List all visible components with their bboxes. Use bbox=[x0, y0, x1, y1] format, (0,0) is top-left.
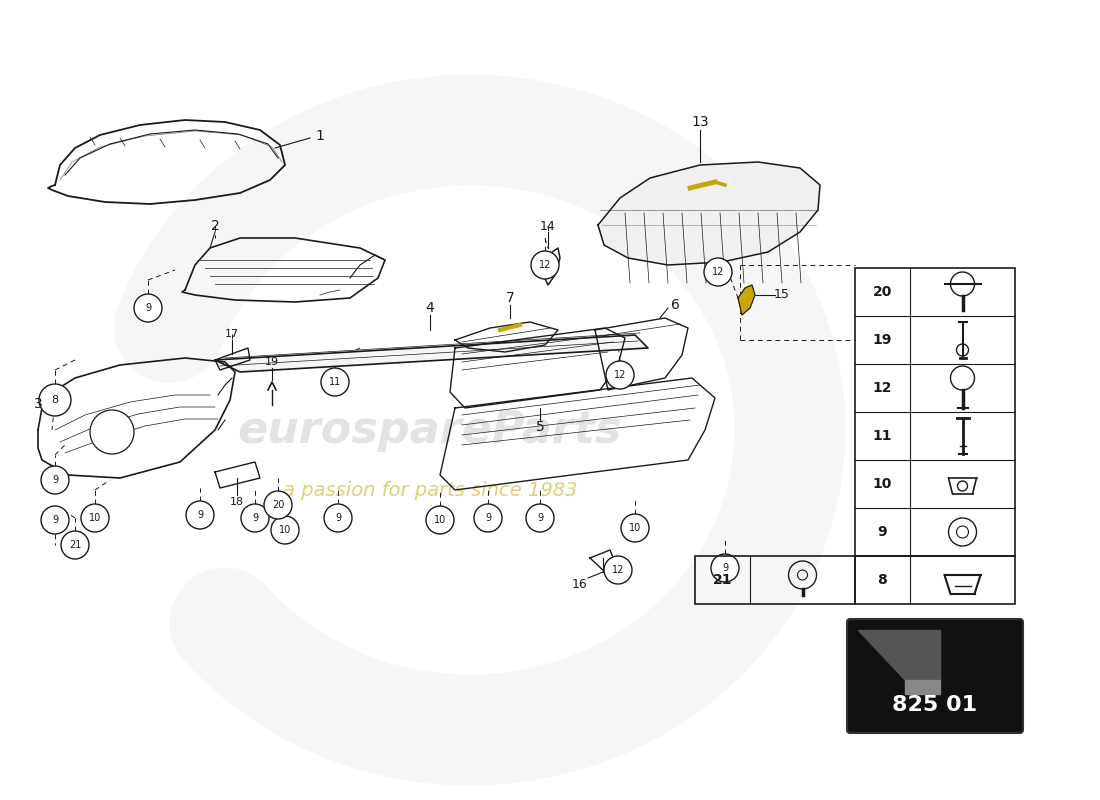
Text: 9: 9 bbox=[537, 513, 543, 523]
Text: 18: 18 bbox=[230, 497, 244, 507]
Text: 12: 12 bbox=[614, 370, 626, 380]
Text: 15: 15 bbox=[774, 289, 790, 302]
Circle shape bbox=[264, 491, 292, 519]
Text: 9: 9 bbox=[334, 513, 341, 523]
Text: 20: 20 bbox=[272, 500, 284, 510]
Text: 19: 19 bbox=[872, 333, 892, 347]
Circle shape bbox=[241, 504, 270, 532]
Circle shape bbox=[41, 466, 69, 494]
Text: 10: 10 bbox=[433, 515, 447, 525]
Bar bbox=[695, 556, 855, 604]
FancyBboxPatch shape bbox=[847, 619, 1023, 733]
Circle shape bbox=[186, 501, 214, 529]
Text: 9: 9 bbox=[52, 515, 58, 525]
Text: 5: 5 bbox=[536, 420, 544, 434]
Text: 9: 9 bbox=[878, 525, 888, 539]
Text: 8: 8 bbox=[878, 573, 888, 587]
Circle shape bbox=[526, 504, 554, 532]
Circle shape bbox=[704, 258, 732, 286]
Polygon shape bbox=[858, 630, 940, 680]
Circle shape bbox=[426, 506, 454, 534]
Text: 7: 7 bbox=[506, 291, 515, 305]
Text: 8: 8 bbox=[52, 395, 58, 405]
Text: 4: 4 bbox=[426, 301, 434, 315]
Circle shape bbox=[60, 531, 89, 559]
Text: 1: 1 bbox=[316, 129, 324, 143]
Polygon shape bbox=[214, 335, 648, 372]
Circle shape bbox=[321, 368, 349, 396]
Text: 10: 10 bbox=[629, 523, 641, 533]
Text: 10: 10 bbox=[279, 525, 292, 535]
Text: 12: 12 bbox=[872, 381, 892, 395]
Text: 12: 12 bbox=[712, 267, 724, 277]
Text: 9: 9 bbox=[197, 510, 204, 520]
Circle shape bbox=[531, 251, 559, 279]
Text: 11: 11 bbox=[872, 429, 892, 443]
Text: 6: 6 bbox=[671, 298, 680, 312]
Text: 9: 9 bbox=[485, 513, 491, 523]
Text: 16: 16 bbox=[572, 578, 587, 591]
Circle shape bbox=[134, 294, 162, 322]
Polygon shape bbox=[738, 285, 755, 315]
Text: 11: 11 bbox=[329, 377, 341, 387]
Circle shape bbox=[711, 554, 739, 582]
Bar bbox=[855, 268, 1015, 556]
Polygon shape bbox=[905, 680, 940, 694]
Text: 14: 14 bbox=[540, 219, 556, 233]
Circle shape bbox=[606, 361, 634, 389]
Text: 21: 21 bbox=[713, 573, 733, 587]
Text: eurospareParts: eurospareParts bbox=[238, 409, 623, 451]
Text: 9: 9 bbox=[252, 513, 258, 523]
Text: 825 01: 825 01 bbox=[892, 695, 978, 715]
Circle shape bbox=[621, 514, 649, 542]
Text: 9: 9 bbox=[145, 303, 151, 313]
Circle shape bbox=[324, 504, 352, 532]
Text: 12: 12 bbox=[612, 565, 624, 575]
Text: 3: 3 bbox=[34, 397, 43, 411]
Circle shape bbox=[41, 506, 69, 534]
Text: 9: 9 bbox=[52, 475, 58, 485]
Text: 10: 10 bbox=[872, 477, 892, 491]
Text: 10: 10 bbox=[89, 513, 101, 523]
Text: 2: 2 bbox=[210, 219, 219, 233]
Text: 20: 20 bbox=[872, 285, 892, 299]
Text: 9: 9 bbox=[722, 563, 728, 573]
Text: 21: 21 bbox=[69, 540, 81, 550]
Text: 12: 12 bbox=[539, 260, 551, 270]
Circle shape bbox=[90, 410, 134, 454]
Text: 17: 17 bbox=[224, 329, 239, 339]
Text: a passion for parts since 1983: a passion for parts since 1983 bbox=[283, 481, 578, 499]
Text: 13: 13 bbox=[691, 115, 708, 129]
Circle shape bbox=[271, 516, 299, 544]
Circle shape bbox=[39, 384, 72, 416]
Circle shape bbox=[604, 556, 632, 584]
Text: 19: 19 bbox=[265, 357, 279, 367]
Circle shape bbox=[81, 504, 109, 532]
Bar bbox=[855, 556, 1015, 604]
Polygon shape bbox=[598, 162, 820, 265]
Circle shape bbox=[474, 504, 502, 532]
